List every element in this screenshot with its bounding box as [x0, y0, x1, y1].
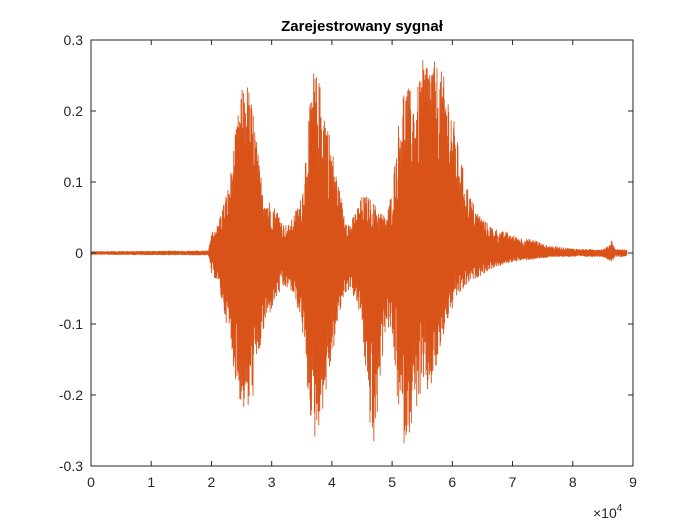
x-tick-label: 7 [509, 474, 517, 490]
y-tick-label: 0.2 [64, 103, 84, 119]
tick-labels: 0 1 2 3 4 5 6 7 8 9 -0.3 -0.2 -0.1 0 0.1 0.2 0.3 [59, 32, 637, 490]
x-tick-label: 4 [328, 474, 336, 490]
y-tick-label: 0 [75, 245, 83, 261]
signal-series [90, 60, 628, 444]
x-exponent-base: ×10 [593, 505, 617, 521]
chart-title: Zarejestrowany sygnał [281, 18, 444, 35]
y-tick-label: 0.1 [64, 174, 84, 190]
x-exponent-label: ×104 [593, 503, 623, 521]
x-tick-label: 6 [448, 474, 456, 490]
x-tick-label: 9 [629, 474, 637, 490]
y-tick-label: -0.2 [59, 387, 83, 403]
y-tick-label: 0.3 [64, 32, 84, 48]
y-tick-label: -0.1 [59, 316, 83, 332]
x-tick-label: 2 [208, 474, 216, 490]
x-tick-label: 8 [569, 474, 577, 490]
x-exponent-power: 4 [617, 503, 623, 514]
x-tick-label: 0 [87, 474, 95, 490]
tick-marks [90, 39, 634, 467]
x-tick-label: 3 [268, 474, 276, 490]
signal-line [90, 60, 628, 444]
x-tick-label: 5 [388, 474, 396, 490]
y-tick-label: -0.3 [59, 458, 83, 474]
x-tick-label: 1 [147, 474, 155, 490]
